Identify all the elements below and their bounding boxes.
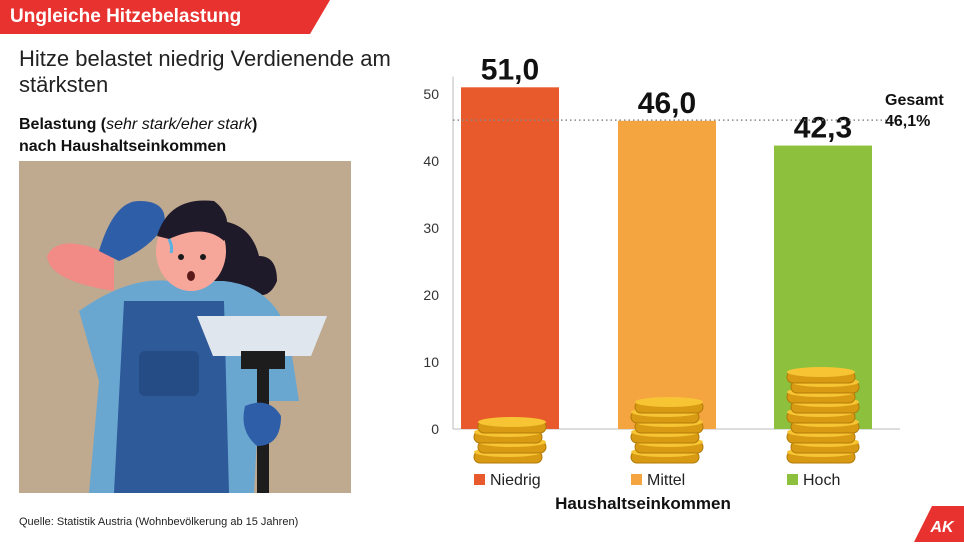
legend-label: Mittel: [647, 472, 685, 489]
legend-label: Hoch: [803, 472, 840, 489]
legend-label: Niedrig: [490, 472, 541, 489]
bar-mittel: [618, 120, 716, 430]
legend-swatch: [787, 474, 798, 485]
coin-top: [635, 397, 703, 407]
y-tick-label: 30: [423, 220, 439, 236]
illustration-svg: [47, 200, 327, 493]
subtitle-line2: nach Haushaltseinkommen: [19, 138, 227, 155]
page-title: Hitze belastet niedrig Verdienende am st…: [19, 46, 391, 97]
source-note: Quelle: Statistik Austria (Wohnbevölkeru…: [19, 516, 299, 528]
chart-subtitle: Belastung (sehr stark/eher stark) nach H…: [19, 114, 349, 158]
subtitle-prefix: Belastung (: [19, 116, 107, 133]
woman-sweating-with-broom-illustration: [19, 161, 351, 493]
bar-value-label: 42,3: [794, 112, 852, 145]
bar-chart: 0 10 20 30 40 50 51,0 46,0 42,3 Gesamt 46,1% Niedri…: [423, 53, 944, 513]
x-axis-label: Haushaltseinkommen: [555, 494, 731, 513]
bar-value-label: 51,0: [481, 53, 539, 86]
bar-niedrig: [461, 87, 559, 430]
gold-coins-stack-icon: [786, 367, 860, 464]
ak-logo: AK: [914, 506, 964, 542]
subtitle-italic: sehr stark/eher stark: [106, 116, 252, 133]
y-tick-label: 20: [423, 287, 439, 303]
banner-shape: [0, 0, 330, 34]
bar-value-label: 46,0: [638, 87, 696, 120]
y-tick-label: 10: [423, 354, 439, 370]
legend-swatch: [474, 474, 485, 485]
subtitle-suffix: ): [251, 116, 258, 133]
coin-top: [478, 417, 546, 427]
svg-text:AK: AK: [929, 519, 955, 536]
legend-swatch: [631, 474, 642, 485]
gold-coins-stack-icon: [473, 417, 547, 464]
y-tick-label: 40: [423, 153, 439, 169]
coin-top: [787, 367, 855, 377]
gold-coins-stack-icon: [630, 397, 704, 464]
reference-value-label: 46,1%: [885, 113, 930, 130]
reference-label: Gesamt: [885, 92, 944, 109]
y-tick-label: 50: [423, 86, 439, 102]
y-tick-label: 0: [431, 421, 439, 437]
banner-title: Ungleiche Hitzebelastung: [10, 6, 242, 27]
logo-shape: AK: [914, 506, 964, 542]
header-banner: Ungleiche Hitzebelastung: [0, 0, 330, 34]
